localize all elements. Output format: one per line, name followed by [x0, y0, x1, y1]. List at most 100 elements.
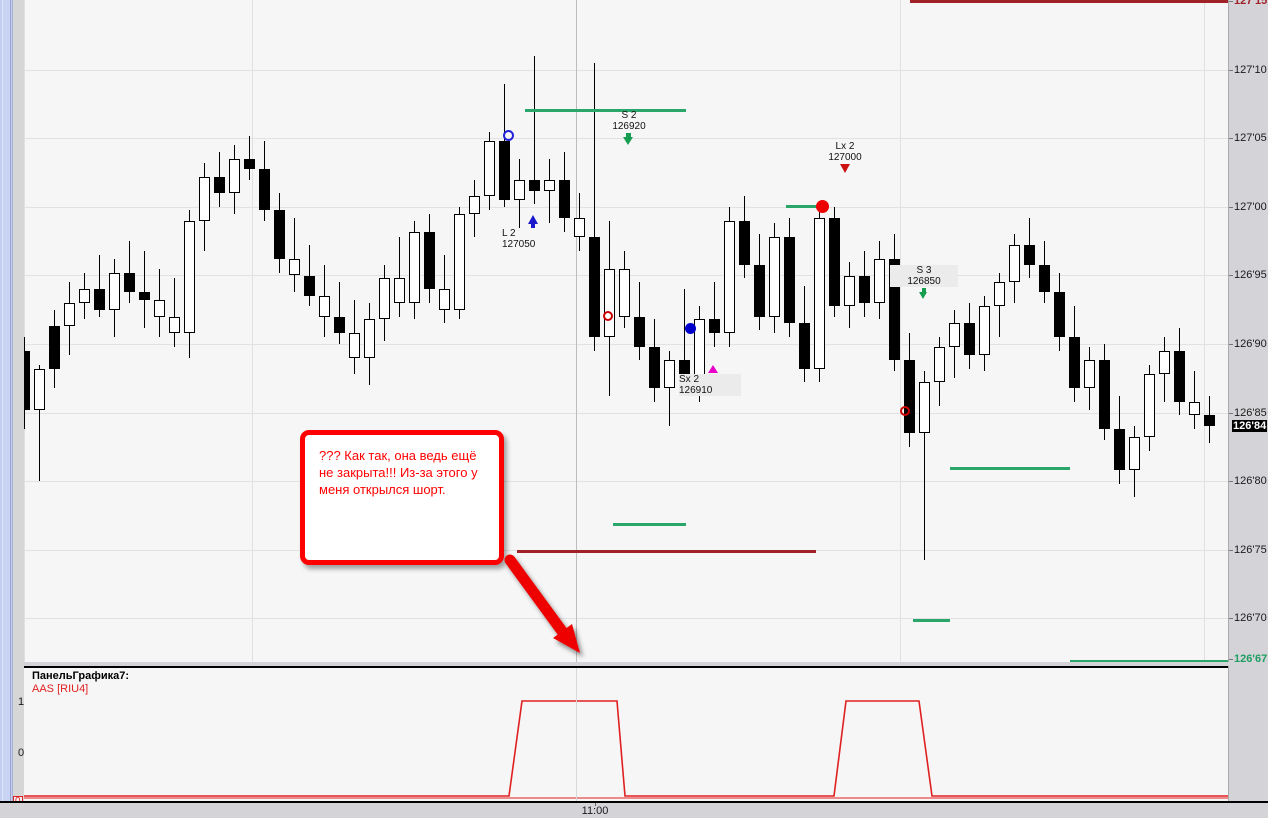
candle-wick	[549, 159, 550, 224]
candlestick	[154, 0, 165, 662]
candlestick	[1174, 0, 1185, 662]
candle-wick	[714, 282, 715, 347]
candlestick	[1114, 0, 1125, 662]
candle-body-up	[394, 278, 405, 303]
candle-body-up	[769, 237, 780, 317]
candle-body-up	[1129, 437, 1140, 471]
price-tick	[1229, 618, 1233, 619]
price-axis-label: 127'15	[1234, 0, 1268, 7]
candle-body-down	[244, 159, 255, 169]
candlestick	[709, 0, 720, 662]
candlestick	[244, 0, 255, 662]
candlestick	[529, 0, 540, 662]
fill-dot-blue-icon[interactable]	[685, 323, 696, 334]
level-line-green-low2	[913, 619, 950, 622]
time-axis[interactable]: 11:00	[0, 801, 1268, 818]
price-axis[interactable]: 127'15 127'10 127'05 127'00 126'95 126'90 126'…	[1228, 0, 1268, 665]
open-order-ring-red-2-icon[interactable]	[900, 406, 910, 416]
candle-body-down	[634, 316, 645, 347]
indicator-y-label-1: 1	[18, 696, 25, 708]
fill-dot-red-icon[interactable]	[816, 200, 829, 213]
gridline-h-6	[24, 481, 1228, 482]
candle-wick	[174, 278, 175, 347]
candlestick	[439, 0, 450, 662]
candle-wick	[594, 63, 595, 351]
candle-wick	[309, 245, 310, 306]
candle-body-up	[364, 319, 375, 358]
candle-body-up	[469, 196, 480, 214]
indicator-y-label-0: 0	[18, 747, 25, 759]
candlestick	[1024, 0, 1035, 662]
indicator-title: ПанельГрафика7:	[32, 670, 129, 682]
level-line-green-s2	[525, 109, 686, 112]
candlestick	[364, 0, 375, 662]
candlestick	[919, 0, 930, 662]
candlestick	[304, 0, 315, 662]
candlestick	[139, 0, 150, 662]
marker-label-s2-line2: 126920	[612, 121, 646, 132]
scrollbar-thumb[interactable]	[2, 0, 11, 818]
candlestick	[739, 0, 750, 662]
candle-body-down	[24, 350, 30, 410]
candlestick	[964, 0, 975, 662]
candlestick	[1039, 0, 1050, 662]
indicator-pane[interactable]: ПанельГрафика7: AAS [RIU4]	[24, 666, 1228, 801]
candlestick	[1144, 0, 1155, 662]
candle-body-up	[994, 282, 1005, 306]
candlestick	[664, 0, 675, 662]
candlestick	[544, 0, 555, 662]
price-tick	[1229, 207, 1233, 208]
candle-wick	[249, 135, 250, 180]
candlestick	[694, 0, 705, 662]
candle-body-down	[259, 168, 270, 210]
candle-body-down	[274, 209, 285, 260]
candle-body-down	[124, 272, 135, 292]
candlestick	[484, 0, 495, 662]
candle-body-down	[1054, 291, 1065, 338]
candlestick	[769, 0, 780, 662]
candle-body-up	[814, 217, 825, 369]
candle-body-up	[79, 289, 90, 303]
candle-body-up	[949, 323, 960, 347]
candle-body-down	[424, 231, 435, 290]
price-chart-pane[interactable]: L 2 127050 S 2 126920 Lx 2 127000 Sx 2 1…	[24, 0, 1228, 662]
candlestick	[79, 0, 90, 662]
level-line-green-lx2	[786, 205, 824, 208]
candle-body-up	[604, 268, 615, 338]
candle-body-up	[844, 275, 855, 306]
open-order-ring-blue-icon[interactable]	[503, 130, 514, 141]
marker-label-lx2-line2: 127000	[828, 152, 862, 163]
indicator-series	[24, 700, 1228, 799]
candle-body-up	[724, 220, 735, 334]
candle-body-down	[739, 220, 750, 265]
candle-body-down	[1114, 428, 1125, 471]
candle-body-down	[754, 264, 765, 317]
candle-wick	[144, 250, 145, 328]
price-axis-label: 127'05	[1234, 132, 1267, 144]
candlestick	[844, 0, 855, 662]
candle-body-up	[319, 296, 330, 317]
candlestick	[559, 0, 570, 662]
candle-body-down	[499, 141, 510, 201]
candlestick	[229, 0, 240, 662]
candlestick	[934, 0, 945, 662]
candlestick	[1129, 0, 1140, 662]
marker-label-lx2-line1: Lx 2	[835, 141, 855, 152]
candle-body-down	[709, 319, 720, 334]
open-order-ring-red-1-icon[interactable]	[603, 311, 613, 321]
gridline-h-4	[24, 344, 1228, 345]
candle-body-up	[64, 302, 75, 327]
crosshair-vertical-line	[576, 0, 577, 662]
candlestick	[784, 0, 795, 662]
price-axis-label: 126'85	[1234, 407, 1267, 419]
price-tick	[1229, 659, 1233, 660]
vertical-scrollbar[interactable]	[0, 0, 13, 818]
candle-body-up	[409, 231, 420, 303]
marker-label-l2-line1: L 2	[502, 228, 516, 239]
green-down-arrow-stem	[626, 133, 631, 138]
candle-body-down	[784, 237, 795, 324]
candle-wick	[1194, 371, 1195, 429]
arrow-shape	[504, 554, 580, 653]
indicator-subtitle: AAS [RIU4]	[32, 683, 89, 695]
level-line-dark-red	[517, 550, 816, 553]
